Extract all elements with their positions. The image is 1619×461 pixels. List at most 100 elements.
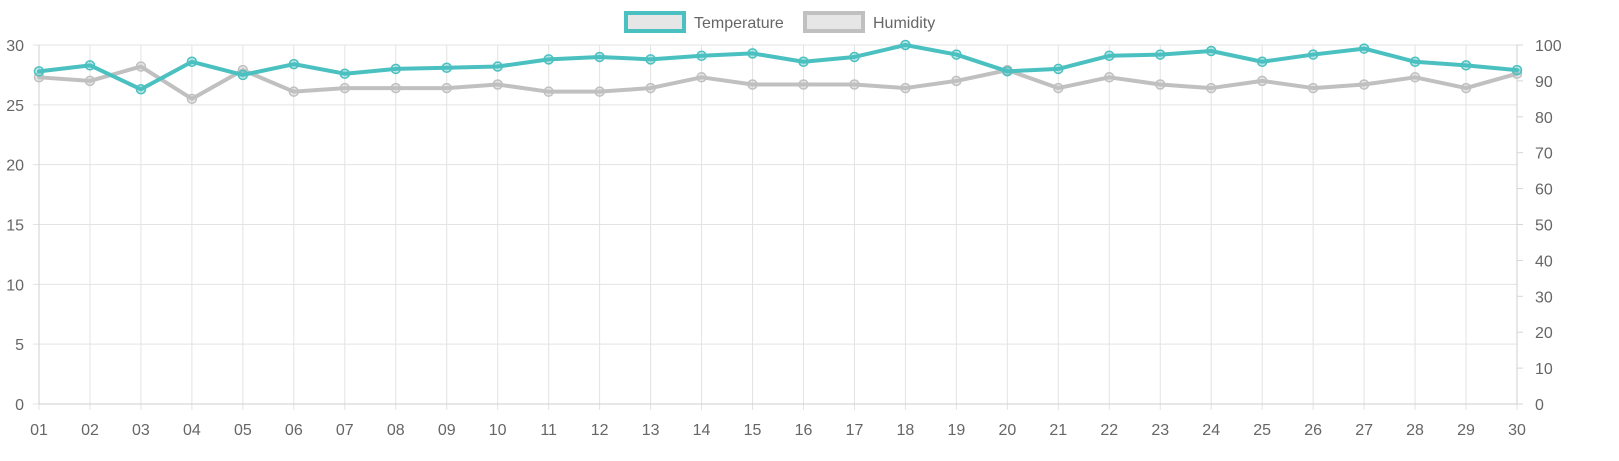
x-tick-label: 09 [438,422,456,439]
x-tick-label: 07 [336,422,354,439]
temperature-point[interactable] [747,48,758,59]
x-tick-label: 15 [744,422,762,439]
humidity-point[interactable] [492,79,503,90]
humidity-point[interactable] [1205,82,1217,94]
y-right-tick-label: 20 [1535,325,1553,342]
y-right-tick-label: 50 [1535,218,1553,235]
humidity-point[interactable] [696,72,707,83]
temperature-point[interactable] [186,56,198,68]
temperature-point[interactable] [1307,49,1319,60]
legend-label-humidity: Humidity [873,15,935,32]
y-left-tick-label: 25 [6,98,24,115]
x-tick-label: 05 [234,422,252,439]
x-tick-label: 02 [81,422,99,439]
temperature-point[interactable] [1205,45,1217,57]
series-temperature [33,39,1523,95]
x-tick-label: 08 [387,422,405,439]
humidity-point[interactable] [1154,79,1166,90]
humidity-point[interactable] [441,82,452,94]
legend-swatch-humidity [803,11,865,33]
temperature-point[interactable] [951,49,962,60]
humidity-point[interactable] [798,79,809,90]
temperature-point[interactable] [1053,63,1064,75]
temperature-point[interactable] [237,69,249,81]
humidity-point[interactable] [543,86,554,97]
legend-label-temperature: Temperature [694,15,784,32]
y-left-tick-label: 20 [6,158,24,175]
humidity-point[interactable] [1256,75,1268,87]
temperature-point[interactable] [84,60,96,71]
temperature-point[interactable] [1002,66,1013,77]
humidity-point[interactable] [1358,79,1370,90]
temperature-point[interactable] [543,54,554,65]
temperature-point[interactable] [1460,60,1472,71]
y-right-tick-label: 60 [1535,182,1553,199]
x-tick-label: 26 [1304,422,1322,439]
temperature-point[interactable] [339,68,351,79]
humidity-point[interactable] [186,93,198,105]
temperature-point[interactable] [900,39,911,51]
humidity-point[interactable] [645,82,656,94]
y-left-tick-label: 5 [15,337,24,354]
temperature-point[interactable] [1256,56,1268,68]
temperature-point[interactable] [849,51,860,63]
humidity-point[interactable] [594,86,605,97]
y-right-tick-label: 100 [1535,38,1562,55]
x-tick-label: 29 [1457,422,1475,439]
legend-item-humidity[interactable]: Humidity [803,11,935,33]
x-tick-label: 25 [1253,422,1271,439]
x-tick-label: 18 [897,422,915,439]
y-right-tick-label: 80 [1535,110,1553,127]
temperature-point[interactable] [1154,49,1166,60]
legend-item-temperature[interactable]: Temperature [624,11,784,33]
x-tick-label: 24 [1202,422,1220,439]
temperature-point[interactable] [594,51,605,63]
axes: 01 02 03 04 05 06 07 08 09 10 11 12 13 14 15 16 17 18 19 20… [6,38,1562,439]
series-humidity [33,61,1523,105]
legend[interactable]: Temperature Humidity [624,11,935,33]
x-tick-label: 23 [1151,422,1169,439]
humidity-point[interactable] [849,79,860,90]
x-tick-label: 20 [998,422,1016,439]
legend-swatch-temperature [624,11,686,33]
humidity-point[interactable] [747,79,758,90]
x-tick-label: 17 [846,422,864,439]
x-tick-label: 06 [285,422,303,439]
humidity-point[interactable] [1307,82,1319,94]
x-tick-label: 16 [795,422,813,439]
temperature-point[interactable] [33,66,45,77]
temperature-point[interactable] [1409,56,1421,68]
y-left-tick-label: 15 [6,218,24,235]
temperature-point[interactable] [135,84,147,95]
humidity-point[interactable] [1409,72,1421,83]
temperature-point[interactable] [1358,43,1370,54]
humidity-point[interactable] [1104,72,1115,83]
temperature-point[interactable] [390,63,402,75]
x-tick-label: 04 [183,422,201,439]
temperature-point[interactable] [645,54,656,65]
temperature-point[interactable] [441,62,452,73]
humidity-point[interactable] [84,75,96,87]
x-tick-label: 22 [1100,422,1118,439]
humidity-point[interactable] [951,75,962,87]
grid [33,44,1518,410]
temperature-point[interactable] [696,50,707,62]
y-right-tick-label: 40 [1535,253,1553,270]
humidity-point[interactable] [1460,82,1472,94]
temperature-line [37,43,1519,92]
temperature-point[interactable] [288,58,300,70]
humidity-point[interactable] [1053,82,1064,94]
humidity-point[interactable] [390,82,402,94]
y-right-tick-label: 10 [1535,361,1553,378]
humidity-point[interactable] [900,82,911,94]
temperature-point[interactable] [1104,50,1115,62]
humidity-point[interactable] [339,82,351,94]
y-right-tick-label: 70 [1535,146,1553,163]
humidity-point[interactable] [135,61,147,72]
x-tick-label: 10 [489,422,507,439]
temperature-point[interactable] [1511,64,1523,76]
temperature-point[interactable] [492,61,503,72]
temperature-point[interactable] [798,56,809,68]
humidity-point[interactable] [288,86,300,97]
